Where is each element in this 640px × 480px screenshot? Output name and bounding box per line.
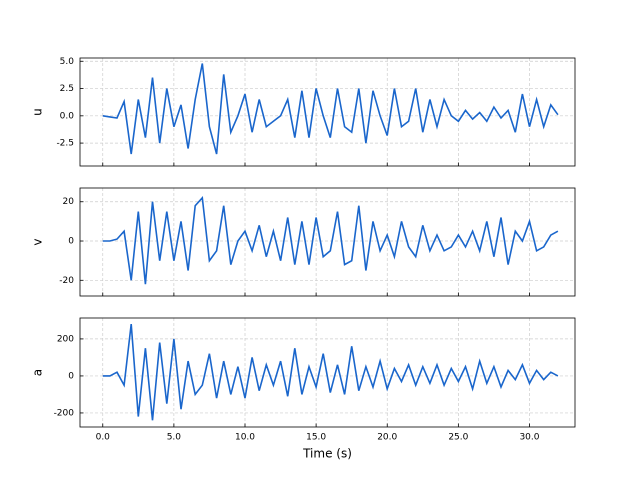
x-tick-label: 15.0 [306,433,326,443]
y-axis-label: v [31,238,45,245]
y-tick-label: 2.5 [60,84,74,94]
x-tick-label: 25.0 [448,433,468,443]
x-tick-label: 10.0 [235,433,255,443]
y-axis-label: u [31,108,45,116]
axes-frame [79,187,576,297]
data-line [102,195,559,285]
y-tick-label: 20 [63,197,75,207]
x-tick-label: 20.0 [377,433,397,443]
y-tick-label: 0.0 [60,111,75,121]
x-tick-label: 5.0 [167,433,182,443]
y-axis-label: a [31,369,45,376]
y-tick-label: 0 [68,237,74,247]
axes-frame [79,57,576,167]
x-tick-label: 30.0 [519,433,539,443]
data-line [102,324,559,421]
axes-frame [79,317,576,428]
y-tick-label: -200 [54,408,75,418]
data-line [102,63,559,155]
y-tick-label: 200 [57,334,74,344]
y-tick-label: -2.5 [56,139,74,149]
y-tick-label: 5.0 [60,57,75,67]
x-axis-label: Time (s) [302,447,352,461]
y-tick-label: 0 [68,371,74,381]
x-tick-label: 0.0 [96,433,111,443]
y-tick-label: -20 [59,276,74,286]
